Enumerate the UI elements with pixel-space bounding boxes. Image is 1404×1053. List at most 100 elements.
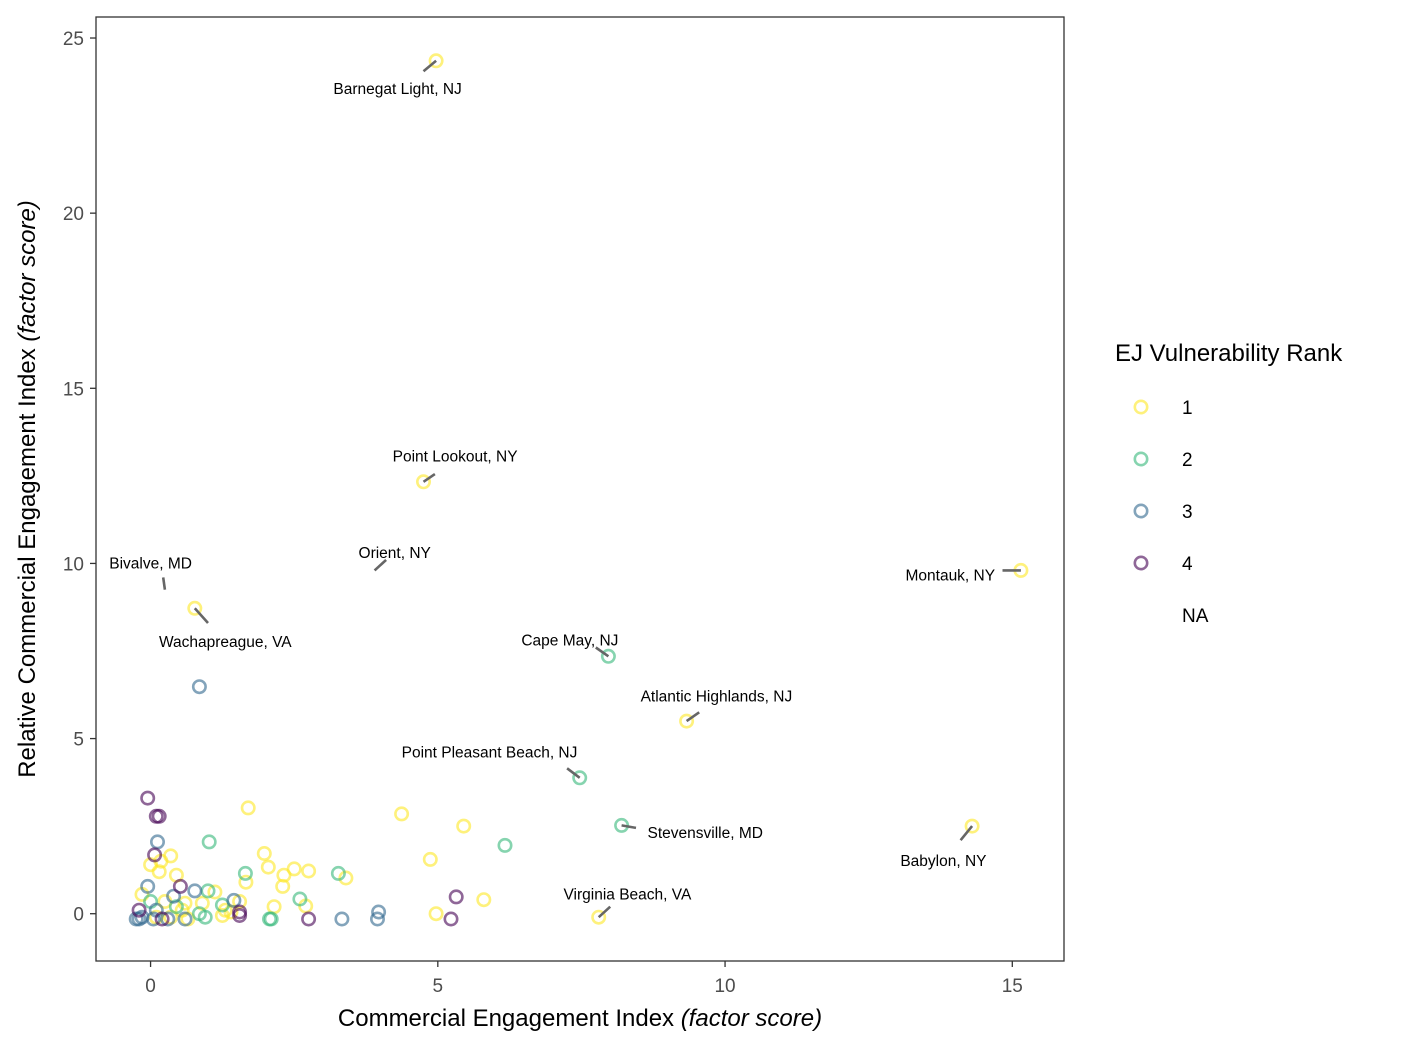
data-point-rank-3 bbox=[140, 878, 156, 894]
axes: 0 5 10 15 0 5 10 15 20 25 bbox=[63, 29, 1023, 997]
legend-key-3 bbox=[1133, 503, 1149, 519]
annotation-leader-line bbox=[566, 767, 581, 779]
annotation-label: Orient, NY bbox=[359, 545, 431, 562]
annotation-leader-line bbox=[422, 59, 437, 73]
annotation-leader-line bbox=[597, 905, 612, 919]
data-point-rank-1 bbox=[591, 909, 607, 925]
data-point-rank-4 bbox=[172, 878, 188, 894]
data-point-rank-1 bbox=[338, 870, 354, 886]
data-point-rank-2 bbox=[330, 865, 346, 881]
annotations: Barnegat Light, NJ Point Lookout, NY Orien… bbox=[109, 59, 1021, 919]
data-point-rank-1 bbox=[679, 713, 695, 729]
data-point-rank-2 bbox=[497, 837, 513, 853]
annotation-leader-line bbox=[685, 711, 700, 723]
data-point-rank-3 bbox=[177, 911, 193, 927]
data-point-rank-2 bbox=[201, 834, 217, 850]
annotation-label: Babylon, NY bbox=[900, 853, 986, 870]
data-point-rank-4 bbox=[154, 911, 170, 927]
data-point-rank-3 bbox=[334, 911, 350, 927]
legend-label: NA bbox=[1182, 606, 1209, 627]
data-point-rank-1 bbox=[214, 907, 230, 923]
legend-title: EJ Vulnerability Rank bbox=[1115, 340, 1343, 367]
data-point-rank-4 bbox=[301, 911, 317, 927]
x-tick-label: 10 bbox=[714, 976, 735, 997]
legend-label: 2 bbox=[1182, 450, 1193, 471]
data-point-rank-1 bbox=[163, 848, 179, 864]
data-point-rank-1 bbox=[238, 874, 254, 890]
y-tick-label: 20 bbox=[63, 204, 84, 225]
annotation-leader-line bbox=[595, 646, 610, 658]
y-tick-label: 15 bbox=[63, 379, 84, 400]
data-point-rank-1 bbox=[428, 53, 444, 69]
data-point-rank-4 bbox=[151, 808, 167, 824]
data-point-rank-1 bbox=[456, 818, 472, 834]
annotation-label: Cape May, NJ bbox=[521, 633, 618, 650]
data-point-rank-4 bbox=[147, 847, 163, 863]
data-point-rank-1 bbox=[260, 859, 276, 875]
data-point-rank-4 bbox=[140, 790, 156, 806]
annotation-label: Point Pleasant Beach, NJ bbox=[402, 745, 578, 762]
annotation-label: Virginia Beach, VA bbox=[563, 886, 691, 903]
data-point-rank-3 bbox=[145, 911, 161, 927]
data-point-rank-1 bbox=[256, 845, 272, 861]
annotation-label: Wachapreague, VA bbox=[159, 634, 292, 651]
annotation-label: Atlantic Highlands, NJ bbox=[641, 689, 793, 706]
data-point-rank-1 bbox=[207, 884, 223, 900]
data-point-rank-2 bbox=[572, 770, 588, 786]
annotation-label: Bivalve, MD bbox=[109, 555, 192, 572]
annotation-leader-line bbox=[161, 577, 167, 590]
data-point-rank-1 bbox=[151, 864, 167, 880]
data-point-rank-1 bbox=[394, 806, 410, 822]
x-tick-label: 0 bbox=[145, 976, 156, 997]
y-tick-label: 10 bbox=[63, 554, 84, 575]
data-point-rank-3 bbox=[166, 888, 182, 904]
data-point-rank-2 bbox=[263, 911, 279, 927]
data-point-rank-4 bbox=[131, 902, 147, 918]
data-point-rank-3 bbox=[160, 911, 176, 927]
data-point-rank-3 bbox=[371, 904, 387, 920]
annotation-label: Barnegat Light, NJ bbox=[333, 81, 461, 98]
y-tick-label: 5 bbox=[73, 730, 84, 751]
annotation-leader-line bbox=[422, 473, 436, 483]
x-tick-label: 15 bbox=[1002, 976, 1023, 997]
annotation-label: Point Lookout, NY bbox=[393, 449, 518, 466]
legend-key-2 bbox=[1133, 451, 1149, 467]
legend-key-1 bbox=[1133, 399, 1149, 415]
data-point-rank-2 bbox=[237, 865, 253, 881]
data-point-rank-2 bbox=[600, 648, 616, 664]
data-point-rank-1 bbox=[240, 800, 256, 816]
y-axis-title: Relative Commercial Engagement Index (fa… bbox=[14, 200, 41, 778]
data-point-rank-4 bbox=[443, 911, 459, 927]
data-point-rank-3 bbox=[226, 892, 242, 908]
annotation-leader-line bbox=[959, 825, 974, 842]
legend-label: 1 bbox=[1182, 398, 1193, 419]
data-point-rank-1 bbox=[422, 851, 438, 867]
plot-panel-border bbox=[95, 16, 1065, 962]
data-point-rank-1 bbox=[415, 474, 431, 490]
data-point-rank-1 bbox=[177, 895, 193, 911]
annotation-label: Stevensville, MD bbox=[648, 825, 763, 842]
data-point-rank-4 bbox=[232, 907, 248, 923]
data-point-rank-1 bbox=[301, 863, 317, 879]
legend-label: 3 bbox=[1182, 502, 1193, 523]
data-point-rank-1 bbox=[187, 600, 203, 616]
legend-label: 4 bbox=[1182, 554, 1193, 575]
legend-key-4 bbox=[1133, 555, 1149, 571]
data-point-rank-1 bbox=[428, 906, 444, 922]
data-point-rank-1 bbox=[964, 818, 980, 834]
legend: EJ Vulnerability Rank 1 2 3 4 NA bbox=[1115, 340, 1343, 627]
annotation-leader-line bbox=[193, 607, 209, 624]
data-point-rank-3 bbox=[191, 679, 207, 695]
data-point-rank-3 bbox=[187, 883, 203, 899]
data-point-rank-4 bbox=[448, 889, 464, 905]
data-points bbox=[128, 53, 1029, 927]
annotation-leader-line bbox=[621, 824, 637, 830]
y-tick-label: 25 bbox=[63, 29, 84, 50]
annotation-leader-line bbox=[373, 558, 387, 572]
data-point-rank-1 bbox=[275, 878, 291, 894]
annotation-label: Montauk, NY bbox=[905, 568, 995, 585]
data-point-rank-2 bbox=[292, 891, 308, 907]
y-tick-label: 0 bbox=[73, 905, 84, 926]
